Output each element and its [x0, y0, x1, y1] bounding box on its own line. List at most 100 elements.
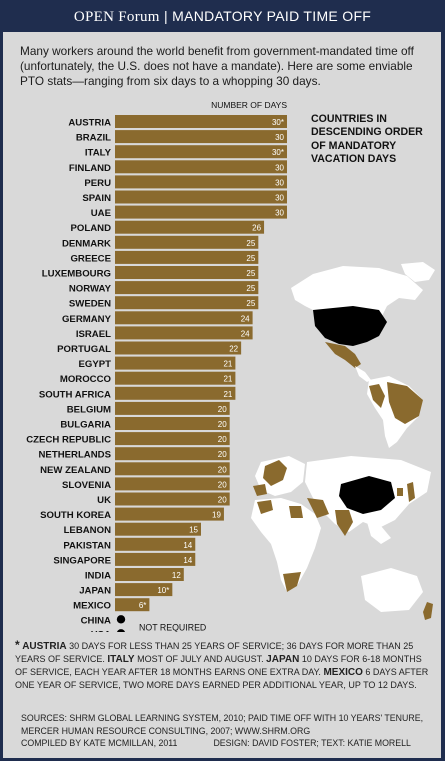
- value-label: 21: [223, 360, 232, 369]
- bar: [115, 371, 236, 385]
- category-label: ITALY: [85, 148, 112, 159]
- footnote-country-austria: AUSTRIA: [22, 641, 67, 652]
- bar: [115, 356, 236, 370]
- bar: [115, 477, 230, 491]
- bar: [115, 205, 287, 219]
- category-label: SINGAPORE: [53, 555, 111, 566]
- southeast-asia-shape: [367, 522, 391, 544]
- design-credit: DESIGN: DAVID FOSTER; TEXT: KATIE MORELL: [213, 738, 411, 749]
- category-label: JAPAN: [79, 586, 111, 597]
- world-map-east: [251, 456, 433, 620]
- india-shape: [335, 510, 353, 536]
- bar: [115, 386, 236, 400]
- bar: [115, 401, 230, 415]
- legend-title: COUNTRIES IN DESCENDING ORDER OF MANDATO…: [311, 113, 423, 166]
- category-label: NEW ZEALAND: [40, 465, 111, 476]
- content-panel: Many workers around the world benefit fr…: [3, 32, 441, 758]
- spain-shape: [253, 484, 267, 496]
- mexico-shape: [325, 342, 361, 368]
- value-label: 20: [218, 435, 227, 444]
- brazil-shape: [387, 382, 423, 424]
- sources-line: SOURCES: SHRM GLOBAL LEARNING SYSTEM, 20…: [21, 713, 424, 736]
- header-title: MANDATORY PAID TIME OFF: [172, 8, 372, 24]
- bar: [115, 266, 259, 279]
- compiled-by: COMPILED BY KATE MCMILLAN, 2011: [21, 738, 178, 749]
- category-label: NETHERLANDS: [39, 450, 112, 461]
- header-separator: |: [163, 8, 168, 24]
- category-label: ISRAEL: [76, 329, 111, 340]
- north-africa-highlight-shape: [257, 500, 273, 514]
- new-zealand-shape: [423, 602, 433, 620]
- value-label: 21: [223, 390, 232, 399]
- category-label: LEBANON: [64, 525, 112, 536]
- bar: [115, 417, 230, 430]
- not-required-label: NOT REQUIRED: [139, 622, 206, 632]
- category-label: BELGIUM: [67, 404, 111, 415]
- greenland-shape: [401, 262, 435, 282]
- bar: [115, 145, 287, 159]
- category-label: PAKISTAN: [63, 540, 111, 551]
- peru-shape: [369, 384, 385, 408]
- bar: [115, 130, 287, 144]
- x-axis-label: NUMBER OF DAYS: [211, 100, 287, 110]
- central-america-shape: [355, 366, 371, 382]
- category-label: PERU: [84, 178, 111, 189]
- category-label: SLOVENIA: [62, 480, 111, 491]
- value-label: 25: [246, 254, 255, 263]
- category-label: DENMARK: [62, 238, 111, 249]
- value-label: 30: [275, 209, 284, 218]
- south-africa-shape: [283, 572, 301, 592]
- value-label: 22: [229, 345, 238, 354]
- value-label: 6*: [139, 601, 147, 610]
- bar: [115, 190, 287, 204]
- japan-shape: [407, 482, 415, 502]
- footnote-text-austria: 30 DAYS FOR LESS THAN 25 YEARS OF SERVIC…: [15, 641, 414, 664]
- bar: [115, 326, 253, 340]
- category-label: POLAND: [70, 223, 111, 234]
- credits-row: COMPILED BY KATE MCMILLAN, 2011 DESIGN: …: [21, 737, 431, 750]
- value-label: 30: [275, 163, 284, 172]
- bar: [115, 115, 287, 128]
- value-label: 20: [218, 496, 227, 505]
- bar: [115, 220, 265, 234]
- category-label: CZECH REPUBLIC: [26, 435, 111, 446]
- value-label: 20: [218, 480, 227, 489]
- category-label: CHINA: [81, 615, 111, 626]
- bar: [115, 160, 287, 174]
- brand-name: OPEN Forum: [73, 9, 160, 25]
- category-label: EGYPT: [78, 359, 111, 370]
- category-label: INDIA: [85, 571, 111, 582]
- middle-east-highlight-shape: [307, 498, 329, 518]
- bar: [115, 598, 150, 612]
- category-label: GREECE: [70, 253, 111, 264]
- bar: [115, 537, 196, 551]
- value-label: 15: [189, 526, 198, 535]
- category-label: BRAZIL: [76, 133, 111, 144]
- bar: [115, 568, 184, 581]
- value-label: 10*: [157, 586, 169, 595]
- sources: SOURCES: SHRM GLOBAL LEARNING SYSTEM, 20…: [21, 712, 431, 750]
- category-label: FINLAND: [69, 163, 111, 174]
- value-label: 25: [246, 284, 255, 293]
- americas-map: [291, 262, 435, 448]
- category-label: SPAIN: [82, 193, 111, 204]
- category-label: PORTUGAL: [57, 344, 111, 355]
- value-label: 30*: [272, 118, 284, 127]
- bar: [115, 462, 230, 476]
- europe-highlight-shape: [263, 460, 287, 486]
- value-label: 20: [218, 465, 227, 474]
- category-label: LUXEMBOURG: [42, 269, 111, 280]
- value-label: 30*: [272, 148, 284, 157]
- value-label: 24: [241, 314, 250, 323]
- footnote-country-italy: ITALY: [107, 654, 135, 665]
- egypt-shape: [289, 506, 303, 518]
- korea-shape: [397, 488, 403, 496]
- bar: [115, 432, 230, 446]
- category-label: USA: [91, 629, 111, 632]
- category-label: MOROCCO: [60, 374, 112, 385]
- footnote-country-mexico: MEXICO: [323, 667, 363, 678]
- category-label: SWEDEN: [69, 299, 111, 310]
- value-label: 25: [246, 299, 255, 308]
- category-label: SOUTH KOREA: [40, 510, 111, 521]
- value-label: 12: [172, 571, 181, 580]
